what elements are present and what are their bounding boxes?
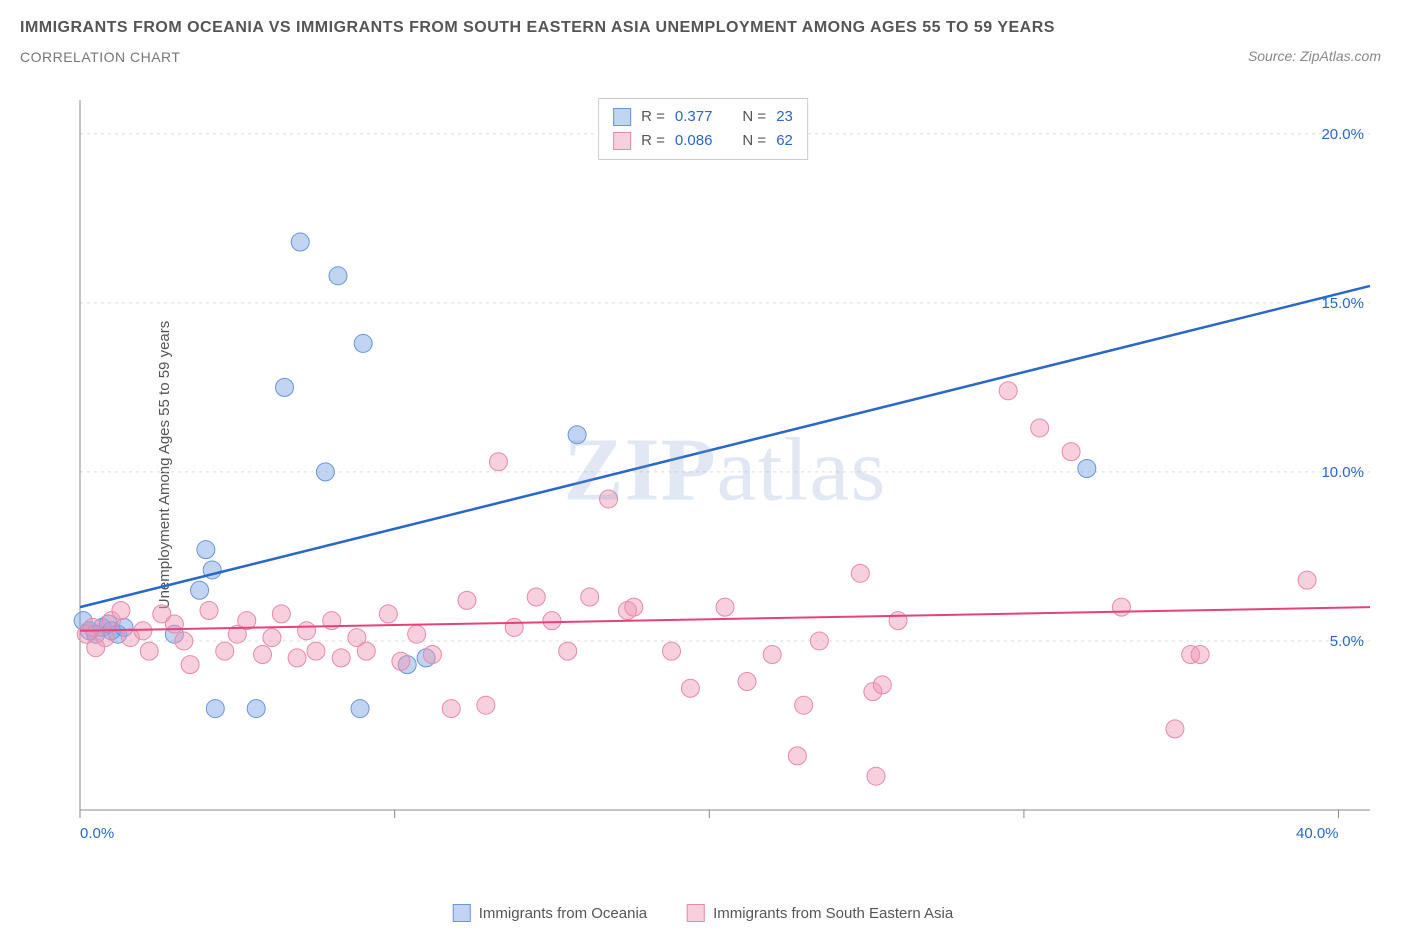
legend-swatch <box>687 904 705 922</box>
correlation-legend: R = 0.377 N = 23 R = 0.086 N = 62 <box>598 98 808 160</box>
svg-text:10.0%: 10.0% <box>1321 464 1364 481</box>
legend-swatch <box>453 904 471 922</box>
scatter-plot: 5.0% 10.0% 15.0% 20.0% 0.0% 40.0% <box>70 90 1380 850</box>
legend-row: R = 0.086 N = 62 <box>613 129 793 153</box>
series-legend-item: Immigrants from Oceania <box>453 904 647 922</box>
svg-text:5.0%: 5.0% <box>1330 633 1364 650</box>
svg-text:40.0%: 40.0% <box>1296 825 1339 842</box>
n-label: N = <box>742 105 766 129</box>
r-label: R = <box>641 105 665 129</box>
svg-text:15.0%: 15.0% <box>1321 295 1364 312</box>
series-legend: Immigrants from Oceania Immigrants from S… <box>453 904 954 922</box>
n-value: 62 <box>776 129 793 153</box>
legend-swatch <box>613 132 631 150</box>
series-label: Immigrants from Oceania <box>479 905 647 922</box>
n-value: 23 <box>776 105 793 129</box>
r-value: 0.377 <box>675 105 713 129</box>
r-label: R = <box>641 129 665 153</box>
legend-swatch <box>613 108 631 126</box>
svg-text:0.0%: 0.0% <box>80 825 114 842</box>
chart-title: IMMIGRANTS FROM OCEANIA VS IMMIGRANTS FR… <box>20 15 1386 41</box>
source-attribution: Source: ZipAtlas.com <box>1248 48 1381 64</box>
series-legend-item: Immigrants from South Eastern Asia <box>687 904 953 922</box>
r-value: 0.086 <box>675 129 713 153</box>
svg-text:20.0%: 20.0% <box>1321 126 1364 143</box>
series-label: Immigrants from South Eastern Asia <box>713 905 953 922</box>
n-label: N = <box>742 129 766 153</box>
chart-subtitle: CORRELATION CHART <box>20 49 1386 65</box>
chart-area: 5.0%10.0%15.0%20.0%0.0%40.0% ZIPatlas <box>70 90 1380 850</box>
chart-header: IMMIGRANTS FROM OCEANIA VS IMMIGRANTS FR… <box>0 0 1406 75</box>
legend-row: R = 0.377 N = 23 <box>613 105 793 129</box>
